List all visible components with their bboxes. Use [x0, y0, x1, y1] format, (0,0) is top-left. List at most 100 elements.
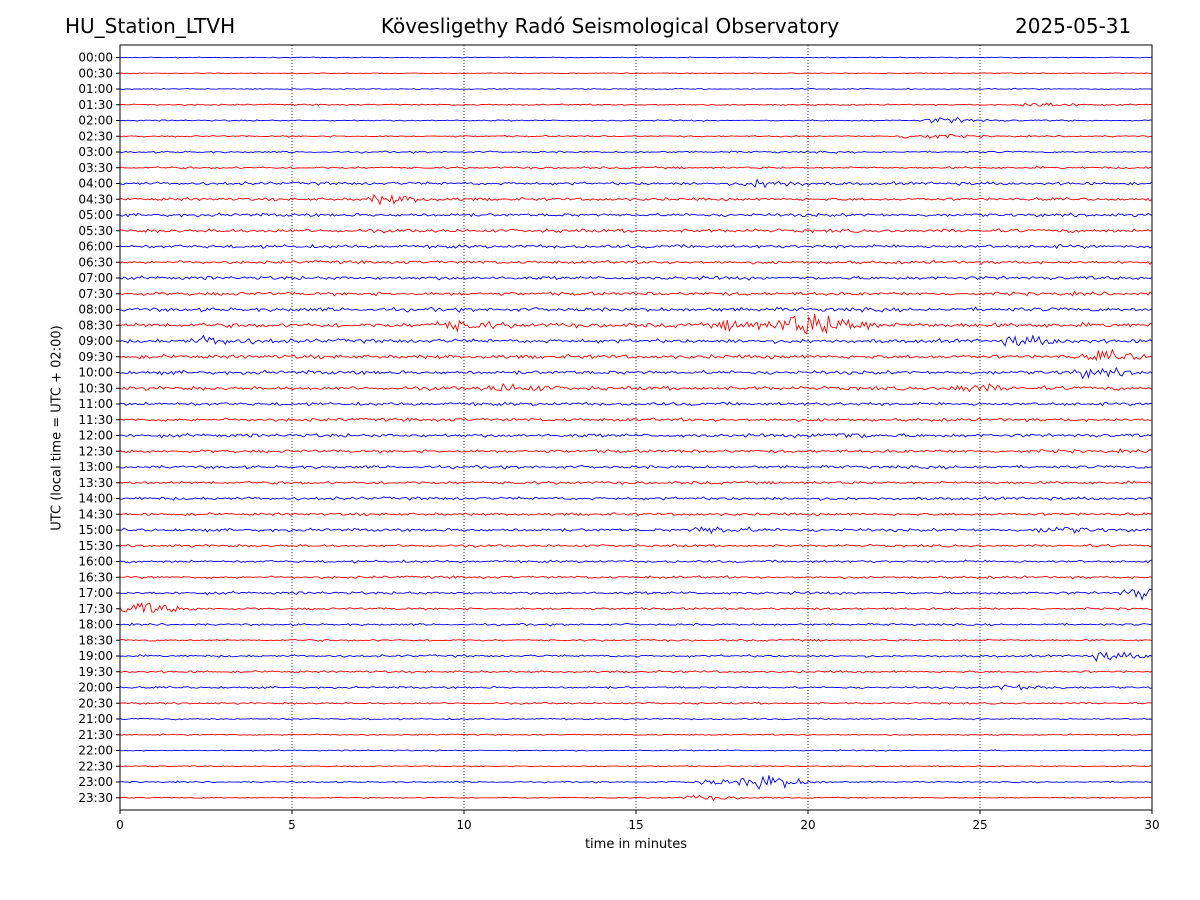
y-tick-label: 23:30: [78, 791, 113, 805]
y-tick-label: 06:00: [78, 240, 113, 254]
y-tick-label: 21:30: [78, 728, 113, 742]
trace-0330: [119, 165, 1153, 170]
trace-1900: [119, 651, 1153, 662]
x-tick-label: 0: [116, 818, 124, 832]
y-tick-label: 00:30: [78, 66, 113, 80]
trace-1400: [119, 496, 1153, 501]
y-tick-label: 07:30: [78, 287, 113, 301]
trace-2100: [119, 717, 1153, 721]
y-tick-label: 00:00: [78, 51, 113, 65]
trace-1800: [119, 622, 1153, 627]
trace-0930: [119, 348, 1153, 362]
y-tick-label: 11:00: [78, 397, 113, 411]
y-tick-label: 16:30: [78, 570, 113, 584]
trace-1330: [119, 480, 1153, 486]
y-tick-label: 08:00: [78, 303, 113, 317]
station-name: HU_Station_LTVH: [65, 14, 236, 38]
trace-1000: [119, 366, 1153, 380]
seismic-traces: [119, 56, 1153, 802]
y-tick-label: 10:30: [78, 381, 113, 395]
y-tick-label: 22:00: [78, 744, 113, 758]
y-tick-label: 19:00: [78, 649, 113, 663]
x-tick-label: 30: [1144, 818, 1159, 832]
trace-1530: [119, 543, 1153, 548]
y-tick-label: 22:30: [78, 759, 113, 773]
x-tick-labels: 0 5 10 15 20 25 30: [116, 810, 1160, 832]
trace-1200: [119, 432, 1153, 439]
trace-2000: [119, 684, 1152, 691]
y-tick-label: 14:30: [78, 507, 113, 521]
y-tick-label: 19:30: [78, 665, 113, 679]
trace-0100: [119, 87, 1153, 91]
y-tick-label: 08:30: [78, 318, 113, 332]
y-tick-label: 16:00: [78, 555, 113, 569]
trace-0300: [119, 150, 1153, 154]
trace-0030: [119, 72, 1153, 75]
y-tick-label: 10:00: [78, 366, 113, 380]
trace-0200: [119, 116, 1153, 124]
x-tick-label: 10: [456, 818, 471, 832]
trace-0530: [119, 228, 1153, 234]
x-axis-label: time in minutes: [584, 837, 688, 852]
y-tick-label: 05:00: [78, 208, 113, 222]
trace-2300: [120, 775, 1153, 790]
trace-2030: [119, 701, 1153, 705]
trace-0400: [119, 178, 1153, 189]
trace-1930: [119, 669, 1153, 674]
trace-1030: [119, 382, 1153, 393]
y-tick-label: 15:30: [78, 539, 113, 553]
trace-1130: [119, 417, 1152, 423]
y-tick-label: 15:00: [78, 523, 113, 537]
trace-0130: [119, 102, 1153, 107]
trace-1100: [119, 401, 1153, 407]
trace-0800: [119, 306, 1153, 313]
y-tick-label: 17:00: [78, 586, 113, 600]
grid-lines: [291, 45, 981, 810]
trace-0000: [119, 56, 1153, 59]
y-tick-label: 14:00: [78, 492, 113, 506]
y-tick-label: 12:00: [78, 429, 113, 443]
y-tick-label: 06:30: [78, 255, 113, 269]
y-tick-label: 01:30: [78, 98, 113, 112]
y-tick-label: 09:30: [78, 350, 113, 364]
x-tick-label: 20: [800, 818, 815, 832]
y-tick-label: 17:30: [78, 602, 113, 616]
trace-0730: [119, 290, 1153, 297]
y-tick-label: 12:30: [78, 444, 113, 458]
y-tick-label: 09:00: [78, 334, 113, 348]
trace-1730: [119, 602, 1153, 614]
trace-0600: [119, 243, 1153, 250]
x-tick-label: 25: [972, 818, 987, 832]
y-tick-label: 20:30: [78, 696, 113, 710]
trace-0900: [119, 334, 1153, 347]
trace-2230: [119, 765, 1153, 768]
chart-date: 2025-05-31: [1015, 14, 1132, 38]
y-tick-label: 11:30: [78, 413, 113, 427]
y-tick-label: 07:00: [78, 271, 113, 285]
y-tick-label: 03:30: [78, 161, 113, 175]
trace-1700: [119, 588, 1153, 601]
trace-0830: [119, 313, 1153, 335]
y-tick-label: 13:00: [78, 460, 113, 474]
y-tick-label: 02:00: [78, 114, 113, 128]
chart-title: Kövesligethy Radó Seismological Observat…: [380, 14, 840, 38]
trace-1500: [119, 526, 1153, 535]
trace-0500: [119, 212, 1153, 218]
trace-2200: [119, 749, 1153, 752]
y-tick-label: 18:30: [78, 633, 113, 647]
trace-1430: [119, 512, 1153, 517]
y-tick-label: 21:00: [78, 712, 113, 726]
y-axis-label: UTC (local time = UTC + 02:00): [49, 325, 65, 531]
y-tick-label: 13:30: [78, 476, 113, 490]
y-tick-label: 04:00: [78, 177, 113, 191]
y-tick-label: 05:30: [78, 224, 113, 238]
y-tick-label: 18:00: [78, 618, 113, 632]
y-tick-label: 20:00: [78, 681, 113, 695]
y-tick-label: 01:00: [78, 82, 113, 96]
trace-0230: [119, 133, 1153, 140]
y-tick-label: 02:30: [78, 129, 113, 143]
trace-1600: [119, 559, 1153, 564]
x-tick-label: 5: [288, 818, 296, 832]
